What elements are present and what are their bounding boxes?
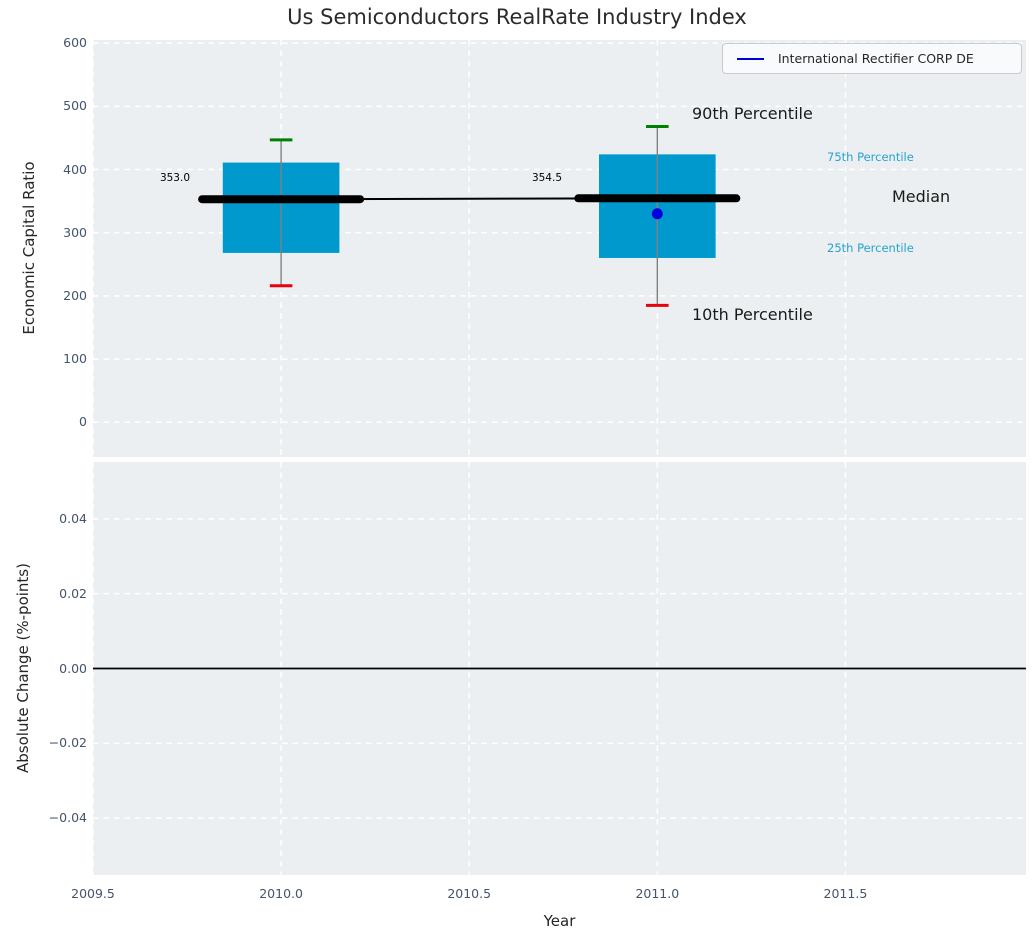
- annotation-90th-percentile: 90th Percentile: [692, 104, 813, 123]
- annotation-median: Median: [892, 187, 951, 206]
- y-tick-label: 0.00: [59, 660, 87, 676]
- annotation-10th-percentile: 10th Percentile: [692, 305, 813, 324]
- legend-line-icon: [737, 57, 764, 60]
- y-tick-label: 500: [63, 98, 87, 114]
- chart-title: Us Semiconductors RealRate Industry Inde…: [287, 5, 747, 29]
- median-value-label-2010: 353.0: [159, 172, 190, 184]
- x-tick-label: 2009.5: [71, 886, 115, 901]
- y-tick-label: 0.02: [59, 585, 87, 601]
- x-tick-label: 2011.5: [823, 886, 868, 901]
- legend-label: International Rectifier CORP DE: [778, 51, 974, 66]
- y-axis-label-bottom: Absolute Change (%-points): [14, 563, 32, 773]
- top-plot-area: [93, 40, 1026, 457]
- x-axis-label: Year: [543, 912, 576, 930]
- bottom-plot-area: [93, 462, 1026, 875]
- bottom-plot-svg: [93, 462, 1026, 875]
- y-tick-label: −0.04: [48, 810, 87, 826]
- y-tick-label: 300: [63, 224, 87, 240]
- y-tick-label: 100: [63, 351, 87, 367]
- company-point-2011: [651, 208, 663, 220]
- top-plot-svg: [93, 40, 1026, 457]
- y-tick-label: 600: [63, 35, 87, 51]
- y-tick-label: 0: [79, 414, 87, 430]
- annotation-75th-percentile: 75th Percentile: [827, 150, 914, 164]
- y-tick-label: 200: [63, 287, 87, 303]
- x-tick-label: 2011.0: [635, 886, 680, 901]
- annotation-25th-percentile: 25th Percentile: [827, 241, 914, 255]
- x-tick-label: 2010.0: [259, 886, 303, 901]
- median-value-label-2011: 354.5: [531, 172, 562, 184]
- y-tick-label: 0.04: [59, 510, 87, 526]
- x-tick-label: 2010.5: [447, 886, 492, 901]
- y-tick-label: 400: [63, 161, 87, 177]
- legend: International Rectifier CORP DE: [722, 43, 1022, 74]
- y-tick-label: −0.02: [48, 735, 87, 751]
